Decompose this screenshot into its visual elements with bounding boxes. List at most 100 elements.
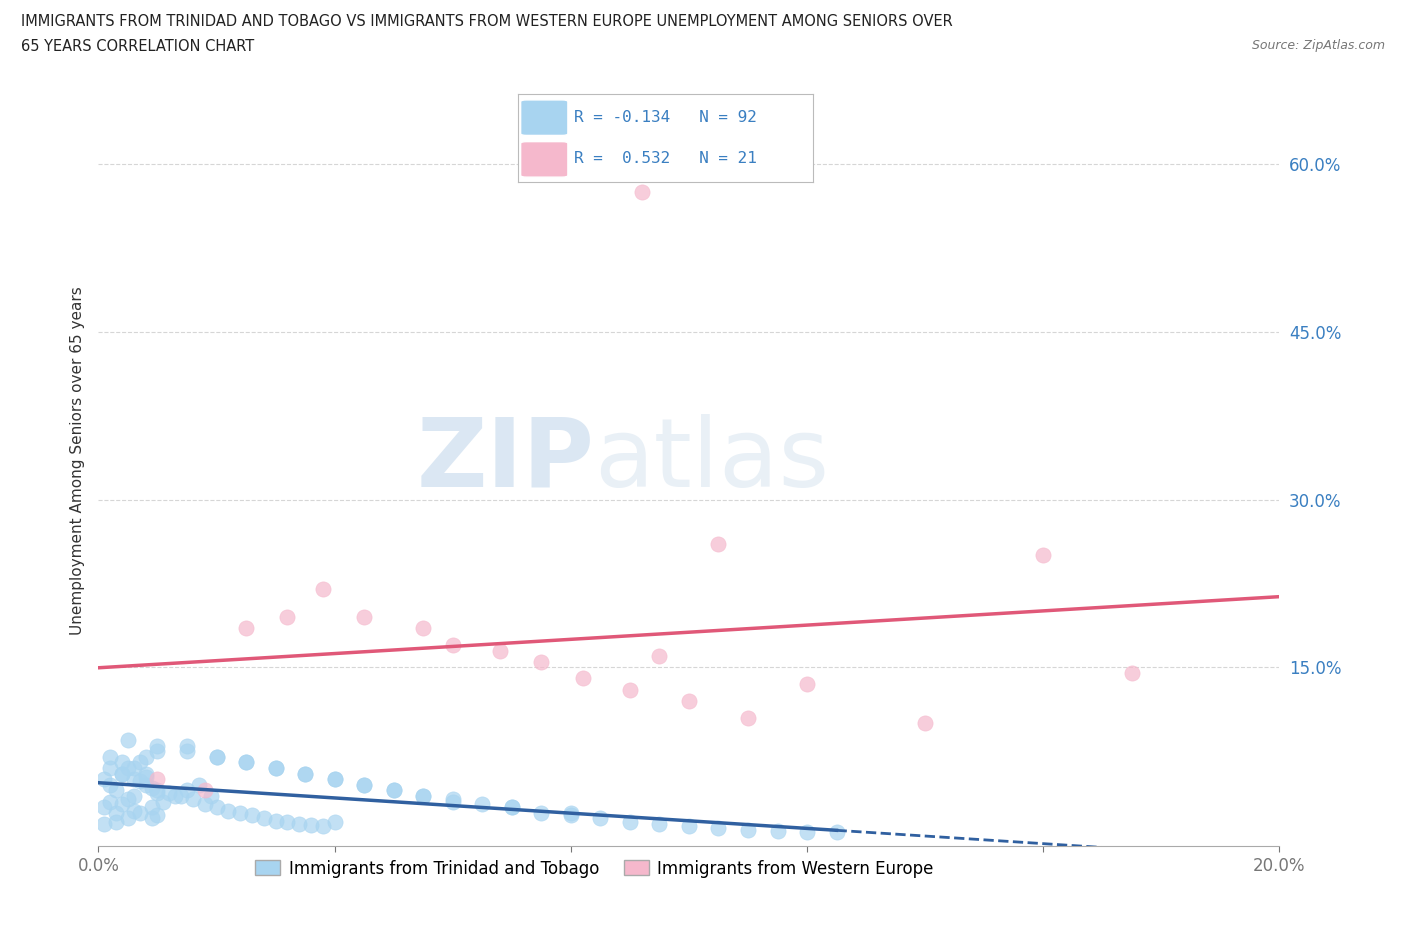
Point <box>200 789 222 804</box>
Point <box>441 794 464 809</box>
Point <box>105 805 128 820</box>
Point <box>93 772 115 787</box>
Point <box>353 777 375 792</box>
Point <box>382 783 405 798</box>
Point <box>170 789 193 804</box>
Point <box>117 811 139 826</box>
Point <box>146 785 169 800</box>
Point <box>111 766 134 781</box>
Point <box>146 783 169 798</box>
Point <box>146 772 169 787</box>
Point <box>240 807 263 822</box>
Point <box>176 744 198 759</box>
Point <box>146 738 169 753</box>
Point <box>412 789 434 804</box>
Point <box>187 777 209 792</box>
Text: 65 YEARS CORRELATION CHART: 65 YEARS CORRELATION CHART <box>21 39 254 54</box>
Point <box>276 609 298 624</box>
Point <box>299 817 322 832</box>
Point <box>205 800 228 815</box>
Point <box>111 766 134 781</box>
Point <box>619 815 641 830</box>
Point <box>152 794 174 809</box>
Y-axis label: Unemployment Among Seniors over 65 years: Unemployment Among Seniors over 65 years <box>69 286 84 634</box>
Point <box>117 761 139 776</box>
Point <box>312 581 335 596</box>
Point <box>217 804 239 818</box>
Point <box>235 755 257 770</box>
Point <box>128 805 150 820</box>
Point <box>294 766 316 781</box>
Point <box>796 677 818 692</box>
Point <box>412 789 434 804</box>
Point <box>412 620 434 635</box>
Point <box>135 769 157 784</box>
Point <box>571 671 593 686</box>
Point <box>235 755 257 770</box>
Point <box>141 800 163 815</box>
Point <box>146 807 169 822</box>
Point <box>176 783 198 798</box>
Point <box>165 789 187 804</box>
Point <box>205 750 228 764</box>
Point <box>630 184 652 199</box>
Point <box>648 649 671 664</box>
Point <box>441 791 464 806</box>
Point <box>678 694 700 709</box>
Point <box>98 761 121 776</box>
Point <box>181 791 204 806</box>
Point <box>194 783 217 798</box>
Point <box>264 761 287 776</box>
Point <box>253 811 276 826</box>
Point <box>105 815 128 830</box>
Point <box>93 800 115 815</box>
Point <box>117 791 139 806</box>
Text: IMMIGRANTS FROM TRINIDAD AND TOBAGO VS IMMIGRANTS FROM WESTERN EUROPE UNEMPLOYME: IMMIGRANTS FROM TRINIDAD AND TOBAGO VS I… <box>21 14 953 29</box>
Text: Source: ZipAtlas.com: Source: ZipAtlas.com <box>1251 39 1385 52</box>
Point <box>353 777 375 792</box>
Point <box>98 794 121 809</box>
Point <box>276 815 298 830</box>
Point <box>1032 548 1054 563</box>
Point <box>678 818 700 833</box>
Point <box>441 637 464 652</box>
Point <box>194 796 217 811</box>
Point <box>111 755 134 770</box>
Point <box>135 750 157 764</box>
Point <box>1121 666 1143 681</box>
Point <box>530 655 553 670</box>
Point <box>560 807 582 822</box>
Point <box>312 818 335 833</box>
Point <box>382 783 405 798</box>
Text: atlas: atlas <box>595 414 830 507</box>
Point <box>707 537 730 551</box>
Text: ZIP: ZIP <box>416 414 595 507</box>
Point <box>122 761 145 776</box>
Point <box>501 800 523 815</box>
Point <box>619 683 641 698</box>
Point <box>294 766 316 781</box>
Point <box>737 711 759 725</box>
Point <box>796 824 818 839</box>
Point <box>323 815 346 830</box>
Point <box>205 750 228 764</box>
Point <box>141 780 163 795</box>
Point <box>146 744 169 759</box>
Point <box>122 789 145 804</box>
Point <box>560 805 582 820</box>
Point <box>122 804 145 818</box>
Point <box>98 750 121 764</box>
Point <box>93 817 115 831</box>
Point <box>707 821 730 836</box>
Point <box>135 777 157 792</box>
Point <box>128 755 150 770</box>
Point <box>135 766 157 781</box>
Point <box>288 817 311 831</box>
Point <box>737 822 759 837</box>
Point <box>501 800 523 815</box>
Point <box>229 805 252 820</box>
Point <box>122 772 145 787</box>
Point <box>98 777 121 792</box>
Point <box>235 620 257 635</box>
Point <box>489 643 512 658</box>
